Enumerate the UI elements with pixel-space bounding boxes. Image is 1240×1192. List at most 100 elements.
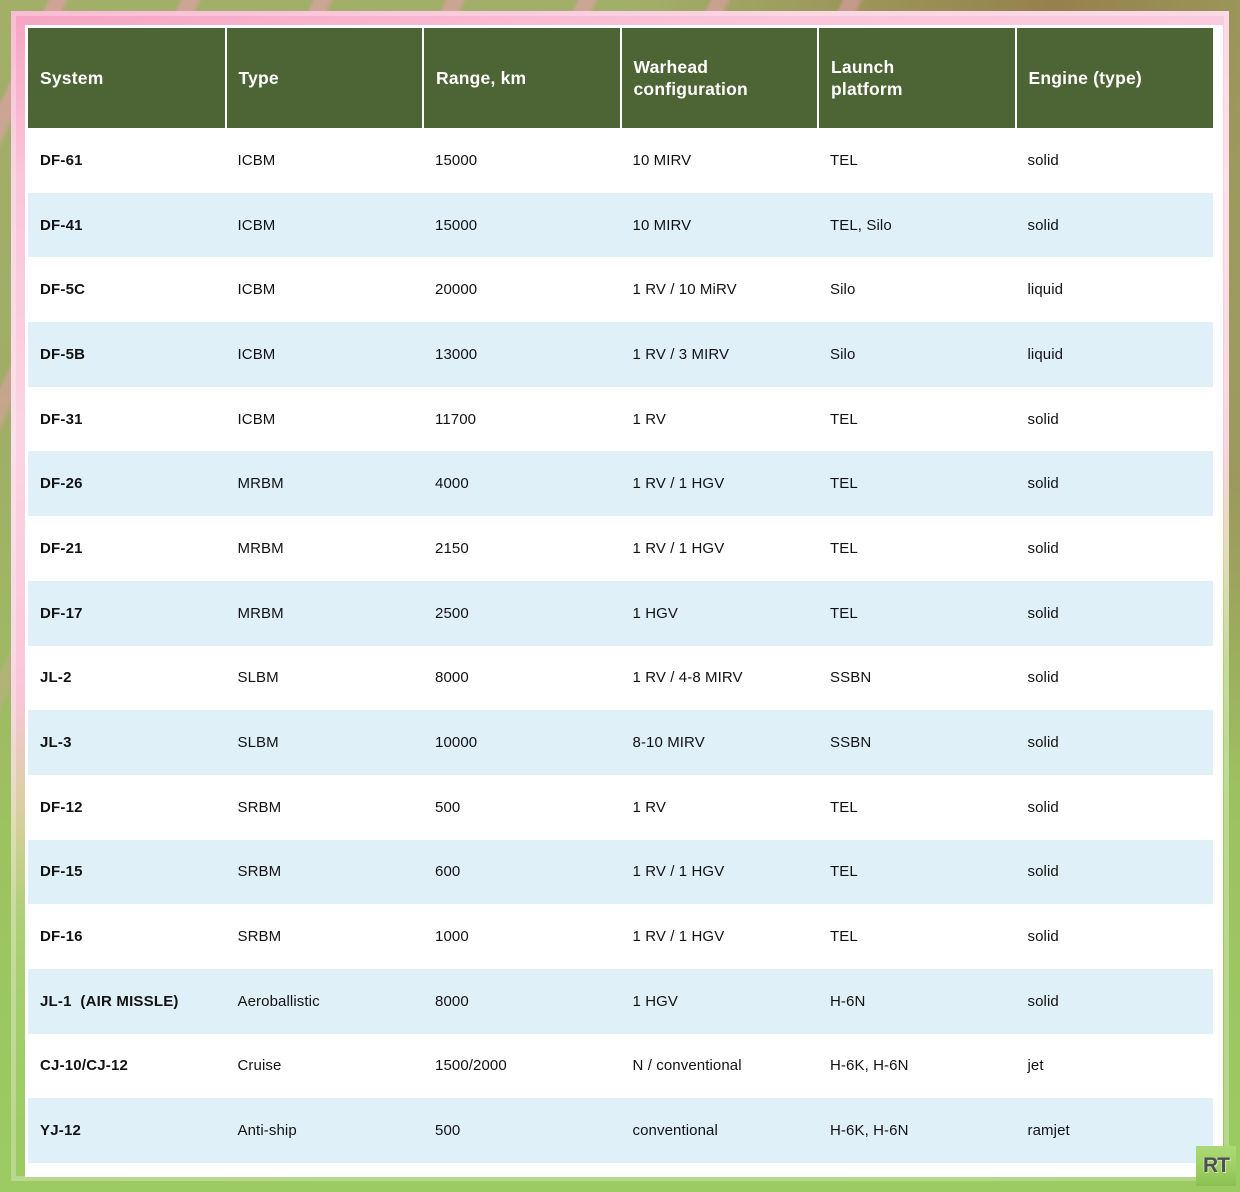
table-row: DF-61 ICBM 15000 10 MIRV TEL solid <box>28 128 1213 193</box>
table-cell-engine: solid <box>1027 669 1059 687</box>
table-cell-platform: SSBN <box>830 669 872 687</box>
table-cell-type: MRBM <box>237 475 284 493</box>
table-row: DF-5B ICBM 13000 1 RV / 3 MIRV Silo liquid <box>28 322 1213 387</box>
column-header-system: System <box>28 28 227 128</box>
table-cell-warhead: 10 MIRV <box>632 151 692 169</box>
rt-logo: RT <box>1196 1146 1236 1186</box>
table-cell-warhead: 1 RV / 3 MIRV <box>632 345 730 363</box>
table-cell-engine: liquid <box>1027 281 1064 299</box>
table-cell-type: Cruise <box>237 1057 282 1075</box>
table-cell-system: DF-16 <box>40 928 83 946</box>
table-cell-system: YJ-12 <box>40 1122 82 1140</box>
table-cell-platform: TEL <box>830 863 858 881</box>
table-cell-system: DF-21 <box>40 539 83 557</box>
table-cell-type: ICBM <box>237 410 276 428</box>
column-header-warhead: Warhead configuration <box>620 28 819 128</box>
table-cell-warhead: 8-10 MIRV <box>632 734 705 752</box>
table-row: JL-1 (AIR MISSLE) Aeroballistic 8000 1 HGV H… <box>28 968 1213 1034</box>
table-cell-warhead: N / conventional <box>632 1057 742 1075</box>
table-cell-engine: liquid <box>1027 345 1064 363</box>
table-cell-type: SLBM <box>237 734 279 752</box>
table-cell-system: DF-17 <box>40 604 83 622</box>
table-cell-range_km: 11700 <box>435 410 477 428</box>
table-cell-warhead: 1 RV / 10 MiRV <box>632 281 737 299</box>
table-cell-type: SLBM <box>237 669 279 687</box>
table-row: CJ-10/CJ-12 Cruise 1500/2000 N / convention… <box>28 1034 1213 1099</box>
table-cell-platform: H-6K, H-6N <box>830 1122 909 1140</box>
table-row: DF-26 MRBM 4000 1 RV / 1 HGV TEL solid <box>28 451 1213 517</box>
column-header-type: Type <box>225 28 424 128</box>
table-cell-type: SRBM <box>237 928 282 946</box>
table-cell-range_km: 2500 <box>435 604 469 622</box>
column-header-range: Range, km <box>423 28 622 128</box>
table-cell-system: JL-3 <box>40 734 72 752</box>
table-cell-warhead: 1 RV / 1 HGV <box>632 928 725 946</box>
table-cell-platform: SSBN <box>830 734 872 752</box>
header-row: System Type Range, km Warhead configurat… <box>28 28 1213 128</box>
table-cell-engine: solid <box>1027 734 1059 752</box>
table-cell-range_km: 1000 <box>435 928 469 946</box>
column-header-engine: Engine (type) <box>1015 28 1213 128</box>
table-cell-engine: solid <box>1027 928 1059 946</box>
table-header: System Type Range, km Warhead configurat… <box>28 28 1213 128</box>
table-cell-system: DF-15 <box>40 863 83 881</box>
table-cell-warhead: 1 RV / 4-8 MIRV <box>632 669 743 687</box>
table-cell-type: SRBM <box>237 863 282 881</box>
table-cell-system: CJ-10/CJ-12 <box>40 1057 129 1075</box>
table-cell-range_km: 500 <box>435 1122 461 1140</box>
table-cell-warhead: 1 HGV <box>632 992 679 1010</box>
table-cell-range_km: 20000 <box>435 281 478 299</box>
table-row: DF-16 SRBM 1000 1 RV / 1 HGV TEL solid <box>28 904 1213 969</box>
table-cell-range_km: 2150 <box>435 539 469 557</box>
table-row: DF-31 ICBM 11700 1 RV TEL solid <box>28 387 1213 452</box>
table-cell-type: ICBM <box>237 281 276 299</box>
table-cell-warhead: 1 RV <box>632 410 666 428</box>
table-cell-warhead: 1 RV / 1 HGV <box>632 863 725 881</box>
table-cell-type: ICBM <box>237 151 276 169</box>
table-row: DF-41 ICBM 15000 10 MIRV TEL, Silo solid <box>28 192 1213 258</box>
table-cell-system: DF-5B <box>40 345 86 363</box>
table-cell-range_km: 8000 <box>435 669 469 687</box>
table-cell-engine: solid <box>1027 151 1059 169</box>
table-row: DF-15 SRBM 600 1 RV / 1 HGV TEL solid <box>28 839 1213 905</box>
table-cell-engine: jet <box>1027 1057 1044 1075</box>
table-cell-type: MRBM <box>237 604 284 622</box>
table-row: DF-17 MRBM 2500 1 HGV TEL solid <box>28 580 1213 646</box>
table-cell-system: DF-41 <box>40 216 83 234</box>
table-cell-system: DF-5C <box>40 281 86 299</box>
table-cell-engine: solid <box>1027 410 1059 428</box>
rt-logo-text: RT <box>1203 1154 1230 1177</box>
table-cell-range_km: 600 <box>435 863 461 881</box>
table-cell-range_km: 8000 <box>435 992 469 1010</box>
table-cell-engine: solid <box>1027 863 1059 881</box>
table-card: System Type Range, km Warhead configurat… <box>25 25 1223 1177</box>
table-cell-warhead: 1 RV <box>632 798 666 816</box>
table-row: DF-21 MRBM 2150 1 RV / 1 HGV TEL solid <box>28 516 1213 581</box>
table-cell-platform: TEL <box>830 604 858 622</box>
table-cell-range_km: 4000 <box>435 475 469 493</box>
table-cell-warhead: 10 MIRV <box>632 216 692 234</box>
table-cell-platform: TEL <box>830 539 858 557</box>
table-row: JL-3 SLBM 10000 8-10 MIRV SSBN solid <box>28 710 1213 775</box>
table-cell-platform: H-6N <box>830 992 866 1010</box>
table-cell-system: DF-31 <box>40 410 83 428</box>
table-cell-engine: solid <box>1027 798 1059 816</box>
table-row: YJ-12 Anti-ship 500 conventional H-6K, H-6N r… <box>28 1098 1213 1163</box>
table-cell-engine: ramjet <box>1027 1122 1070 1140</box>
table-cell-system: DF-61 <box>40 151 83 169</box>
table-cell-type: ICBM <box>237 345 276 363</box>
table-cell-range_km: 15000 <box>435 151 478 169</box>
table-row: JL-2 SLBM 8000 1 RV / 4-8 MIRV SSBN solid <box>28 646 1213 711</box>
table-cell-platform: Silo <box>830 281 856 299</box>
table-cell-warhead: 1 RV / 1 HGV <box>632 539 725 557</box>
table-cell-platform: Silo <box>830 345 856 363</box>
table-cell-range_km: 500 <box>435 798 461 816</box>
table-cell-platform: TEL <box>830 151 858 169</box>
table-cell-platform: TEL <box>830 928 858 946</box>
table-cell-range_km: 1500/2000 <box>435 1057 507 1075</box>
table-cell-platform: H-6K, H-6N <box>830 1057 909 1075</box>
table-cell-type: Anti-ship <box>237 1122 297 1140</box>
table-cell-engine: solid <box>1027 216 1059 234</box>
table-cell-type: SRBM <box>237 798 282 816</box>
